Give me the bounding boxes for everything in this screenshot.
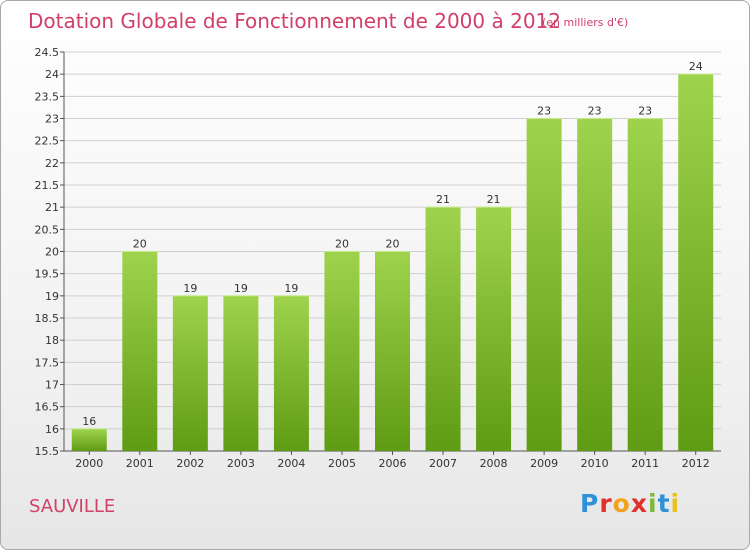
bar-2008 bbox=[476, 207, 512, 451]
y-tick-label: 21.5 bbox=[35, 179, 60, 192]
x-tick-label: 2011 bbox=[631, 457, 659, 470]
value-label: 23 bbox=[588, 105, 602, 118]
x-tick-label: 2006 bbox=[379, 457, 407, 470]
logo-letter: o bbox=[612, 489, 631, 518]
labels: 15.5 16 16.5 17 17.5 18 18.5 19 19.5 20 20.5 21 21.5… bbox=[35, 46, 710, 470]
y-tick-label: 18 bbox=[45, 334, 59, 347]
bar-2007 bbox=[425, 207, 461, 451]
logo-letter: x bbox=[630, 489, 648, 518]
bar-2003 bbox=[223, 295, 259, 451]
x-tick-label: 2000 bbox=[75, 457, 103, 470]
y-tick-label: 23 bbox=[45, 113, 59, 126]
x-tick-label: 2009 bbox=[530, 457, 558, 470]
x-tick-label: 2005 bbox=[328, 457, 356, 470]
y-tick-label: 19.5 bbox=[35, 268, 60, 281]
x-tick-label: 2001 bbox=[126, 457, 154, 470]
commune-name: SAUVILLE bbox=[29, 496, 116, 517]
value-label: 19 bbox=[183, 282, 197, 295]
x-tick-label: 2007 bbox=[429, 457, 457, 470]
y-tick-label: 17.5 bbox=[35, 356, 60, 369]
bar-2006 bbox=[375, 251, 410, 451]
logo-letter: i bbox=[648, 489, 658, 518]
chart-title: Dotation Globale de Fonctionnement de 20… bbox=[28, 9, 561, 33]
y-tick-label: 24.5 bbox=[35, 46, 60, 59]
y-tick-label: 20.5 bbox=[35, 223, 60, 236]
x-tick-label: 2004 bbox=[277, 457, 305, 470]
x-tick-label: 2008 bbox=[480, 457, 508, 470]
y-tick-label: 16 bbox=[45, 423, 59, 436]
bar-2000 bbox=[71, 428, 107, 451]
y-tick-label: 19 bbox=[45, 290, 59, 303]
bar-2009 bbox=[526, 118, 562, 451]
bar-2002 bbox=[172, 295, 208, 451]
x-tick-label: 2010 bbox=[581, 457, 609, 470]
chart-subtitle: (en milliers d'€) bbox=[542, 16, 629, 29]
value-label: 20 bbox=[133, 238, 147, 251]
x-tick-label: 2012 bbox=[682, 457, 710, 470]
x-tick-label: 2003 bbox=[227, 457, 255, 470]
y-tick-label: 16.5 bbox=[35, 401, 60, 414]
y-tick-label: 15.5 bbox=[35, 445, 60, 458]
y-tick-label: 21 bbox=[45, 201, 59, 214]
value-label: 21 bbox=[436, 193, 450, 206]
y-tick-label: 20 bbox=[45, 246, 59, 259]
y-tick-label: 17 bbox=[45, 379, 59, 392]
y-tick-label: 18.5 bbox=[35, 312, 60, 325]
y-tick-label: 24 bbox=[45, 68, 59, 81]
bar-2010 bbox=[577, 118, 613, 451]
y-tick-label: 23.5 bbox=[35, 90, 60, 103]
logo-letter: i bbox=[670, 489, 681, 518]
bar-2004 bbox=[273, 295, 309, 451]
value-label: 20 bbox=[335, 238, 349, 251]
bar-2001 bbox=[122, 251, 158, 451]
y-tick-label: 22 bbox=[45, 157, 59, 170]
value-label: 16 bbox=[82, 415, 96, 428]
value-label: 24 bbox=[689, 60, 703, 73]
value-label: 23 bbox=[537, 105, 551, 118]
bar-2011 bbox=[627, 118, 663, 451]
value-label: 21 bbox=[487, 193, 501, 206]
value-label: 19 bbox=[234, 282, 248, 295]
x-tick-label: 2002 bbox=[176, 457, 204, 470]
proxiti-logo: Proxiti bbox=[580, 489, 680, 518]
bars bbox=[71, 73, 714, 452]
value-label: 19 bbox=[284, 282, 298, 295]
logo-letter: r bbox=[599, 489, 613, 518]
y-tick-label: 22.5 bbox=[35, 135, 60, 148]
bar-2012 bbox=[678, 74, 714, 452]
value-label: 20 bbox=[386, 238, 400, 251]
logo-letter: P bbox=[580, 489, 600, 518]
logo-letter: t bbox=[657, 489, 671, 518]
bar-2005 bbox=[324, 251, 360, 451]
value-label: 23 bbox=[638, 105, 652, 118]
